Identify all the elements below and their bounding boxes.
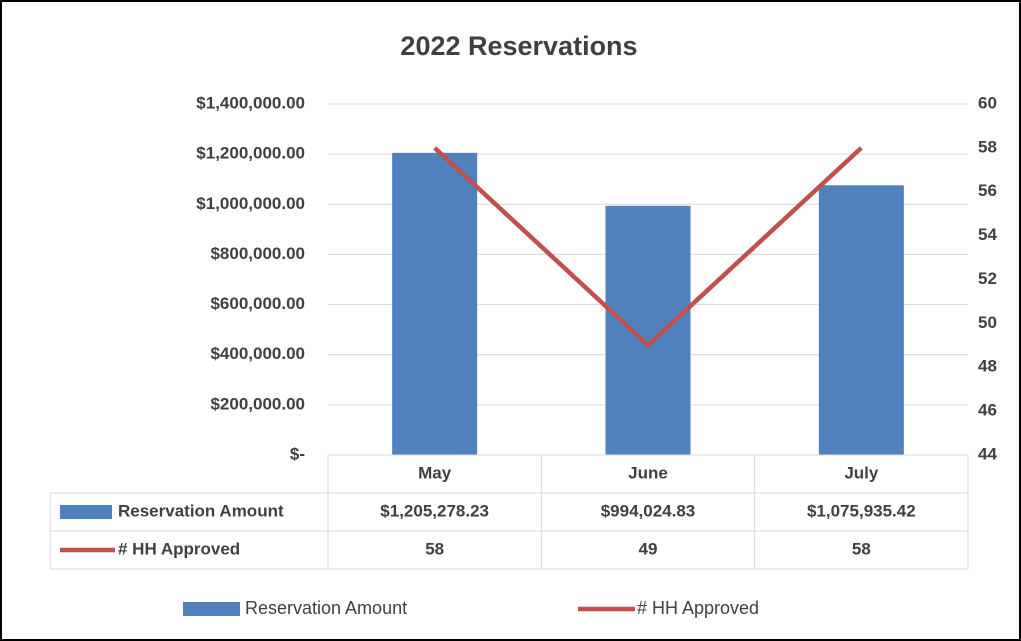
legend-key	[60, 505, 112, 519]
legend-label: Reservation Amount	[245, 598, 407, 618]
y2-tick-label: 60	[978, 93, 997, 112]
y2-tick-label: 54	[978, 225, 997, 244]
table-cell: $994,024.83	[601, 501, 696, 520]
y2-tick-label: 46	[978, 401, 997, 420]
y-tick-label: $-	[290, 444, 305, 463]
table-row-header: # HH Approved	[118, 539, 240, 558]
y-tick-label: $400,000.00	[210, 344, 305, 363]
legend-key	[183, 602, 240, 616]
y2-tick-label: 44	[978, 444, 997, 463]
bar	[605, 205, 691, 455]
table-cell: 58	[852, 539, 871, 558]
x-tick-label: July	[844, 463, 879, 482]
table-cell: $1,075,935.42	[807, 501, 916, 520]
y2-tick-label: 48	[978, 357, 997, 376]
table-row-header: Reservation Amount	[118, 501, 284, 520]
y-tick-label: $200,000.00	[210, 394, 305, 413]
bar	[818, 185, 904, 455]
table-cell: $1,205,278.23	[380, 501, 489, 520]
x-tick-label: May	[418, 463, 452, 482]
bar	[392, 152, 478, 456]
table-cell: 58	[425, 539, 444, 558]
y2-tick-label: 58	[978, 137, 997, 156]
y-tick-label: $1,400,000.00	[196, 93, 305, 112]
y2-tick-label: 52	[978, 269, 997, 288]
chart-title: 2022 Reservations	[400, 31, 637, 61]
y-tick-label: $1,000,000.00	[196, 194, 305, 213]
y-tick-label: $800,000.00	[210, 244, 305, 263]
line	[433, 146, 863, 349]
legend-label: # HH Approved	[637, 598, 759, 618]
y-tick-label: $600,000.00	[210, 294, 305, 313]
y2-tick-label: 50	[978, 313, 997, 332]
x-tick-label: June	[628, 463, 668, 482]
table-cell: 49	[639, 539, 658, 558]
y-tick-label: $1,200,000.00	[196, 144, 305, 163]
y2-tick-label: 56	[978, 181, 997, 200]
